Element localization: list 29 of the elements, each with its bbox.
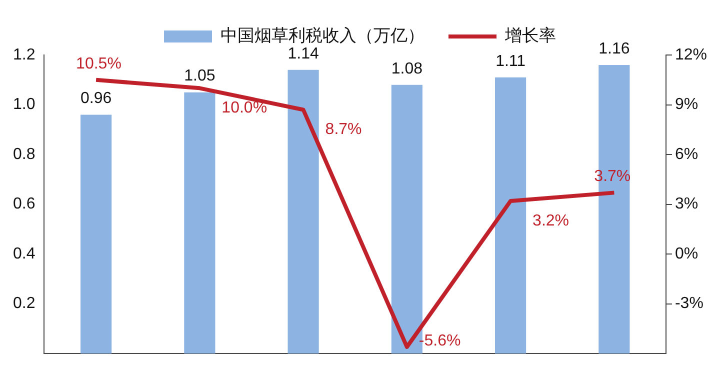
data-label: 3.2% bbox=[532, 212, 570, 230]
y-tick-label: 1.2 bbox=[12, 46, 36, 64]
data-label: 1.16 bbox=[598, 40, 630, 58]
data-label: 8.7% bbox=[325, 121, 362, 138]
data-label: 1.14 bbox=[288, 45, 319, 62]
data-label: 0.96 bbox=[80, 90, 112, 108]
legend-label: 中国烟草利税收入（万亿） bbox=[220, 26, 424, 46]
y2-tick-label: 6% bbox=[674, 146, 698, 163]
y2-tick-label: -3% bbox=[674, 295, 704, 312]
y-tick-label: 0.4 bbox=[12, 245, 36, 262]
data-label: 1.08 bbox=[391, 60, 423, 78]
data-label: 10.5% bbox=[76, 55, 122, 72]
data-label: 1.11 bbox=[496, 52, 526, 70]
y2-tick-label: 3% bbox=[674, 196, 698, 213]
y2-tick-label: 0% bbox=[674, 245, 698, 262]
bar bbox=[495, 77, 526, 354]
y-tick-label: 0.2 bbox=[12, 295, 36, 312]
data-label: -5.6% bbox=[418, 332, 461, 350]
bar bbox=[288, 70, 319, 354]
legend-label: 增长率 bbox=[504, 26, 556, 46]
bar bbox=[80, 114, 112, 354]
data-label: 10.0% bbox=[222, 100, 268, 117]
y2-tick-label: 12% bbox=[674, 46, 708, 64]
data-label: 1.05 bbox=[184, 68, 216, 85]
bar bbox=[184, 92, 216, 354]
y2-tick-label: 9% bbox=[674, 96, 698, 114]
y-tick-label: 1.0 bbox=[12, 96, 36, 114]
y-tick-label: 0.6 bbox=[12, 196, 36, 213]
y-tick-label: 0.8 bbox=[12, 146, 36, 163]
